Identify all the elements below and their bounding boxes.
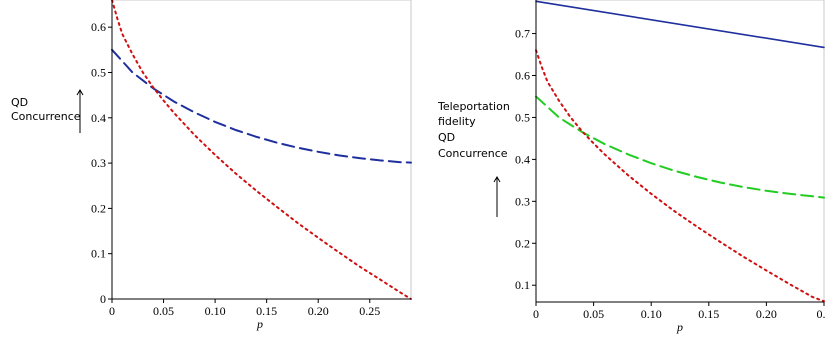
chart-left-y-label-line-2: Concurrence <box>11 110 81 123</box>
chart-right-y-tick-label: 0.3 <box>515 194 530 208</box>
chart-right-y-tick-label: 0.5 <box>515 110 530 124</box>
chart-right-y-tick-label: 0.6 <box>515 69 530 83</box>
chart-left-y-tick-label: 0.6 <box>91 20 106 34</box>
chart-left-series-1-line <box>111 48 412 164</box>
chart-left-y-tick-label: 0.3 <box>91 156 106 170</box>
chart-left-x-tick-label: 0 <box>109 304 115 318</box>
chart-right-y-tick-label: 0.1 <box>515 278 530 292</box>
chart-left-x-tick-label: 0.10 <box>205 304 226 318</box>
chart-right-x-tick-label: 0.2 <box>817 307 826 321</box>
chart-right-x-tick-label: 0.15 <box>698 307 719 321</box>
chart-right-y-tick-label: 0.4 <box>515 152 530 166</box>
chart-left-x-axis-title: p <box>256 317 263 331</box>
chart-right-series-2-line <box>535 95 825 199</box>
chart-right-y-tick-label: 0.7 <box>515 27 530 41</box>
chart-right-x-tick-label: 0.20 <box>756 307 777 321</box>
chart-left-x-tick-label: 0.25 <box>359 304 380 318</box>
chart-right-y-label-line-2: fidelity <box>438 115 476 128</box>
chart-right-x-tick-label: 0.05 <box>583 307 604 321</box>
chart-right-y-label-line-3: QD <box>438 131 455 144</box>
chart-right-y-tick-label: 0.2 <box>515 236 530 250</box>
chart-left-series-2-line <box>111 0 412 300</box>
chart-right-x-tick-label: 0 <box>533 307 539 321</box>
chart-left-y-label-line-1: QD <box>11 96 28 109</box>
chart-left-y-tick-label: 0 <box>100 292 106 306</box>
chart-left-y-tick-label: 0.5 <box>91 65 106 79</box>
chart-left-up-arrow-icon <box>76 89 84 133</box>
chart-right-series-1-line <box>535 0 825 49</box>
chart-right-series <box>535 0 825 303</box>
chart-right-y-label-line-1: Teleportation <box>437 100 510 113</box>
chart-left-series <box>111 0 412 300</box>
chart-left-y-tick-label: 0.4 <box>91 111 106 125</box>
chart-right-series-3-line <box>535 49 825 303</box>
chart-right-x-tick-label: 0.10 <box>641 307 662 321</box>
chart-left-x-ticks: 0 0.05 0.10 0.15 0.20 0.25 <box>109 299 380 318</box>
chart-left-frame <box>111 0 412 300</box>
chart-right-x-ticks: 0 0.05 0.10 0.15 0.20 0.2 <box>533 302 826 321</box>
chart-left: 0 0.05 0.10 0.15 0.20 0.25 0 0.1 0.2 0.3 0.4 0.5 0.… <box>11 0 412 331</box>
chart-right-frame <box>535 0 825 303</box>
chart-right-y-label-line-4: Concurrence <box>438 147 508 160</box>
chart-right-y-ticks: 0.1 0.2 0.3 0.4 0.5 0.6 0.7 <box>515 27 536 292</box>
chart-left-y-tick-label: 0.2 <box>91 201 106 215</box>
chart-right: 00.050.100.150.200.2 0.10.20.30.40.50.60… <box>437 0 826 334</box>
chart-right-up-arrow-icon <box>493 176 501 217</box>
chart-left-x-tick-label: 0.20 <box>308 304 329 318</box>
chart-right-x-axis-title: p <box>676 320 683 334</box>
chart-left-x-tick-label: 0.05 <box>153 304 174 318</box>
chart-left-x-tick-label: 0.15 <box>256 304 277 318</box>
chart-left-y-ticks: 0 0.1 0.2 0.3 0.4 0.5 0.6 <box>91 20 112 306</box>
chart-left-y-tick-label: 0.1 <box>91 247 106 261</box>
